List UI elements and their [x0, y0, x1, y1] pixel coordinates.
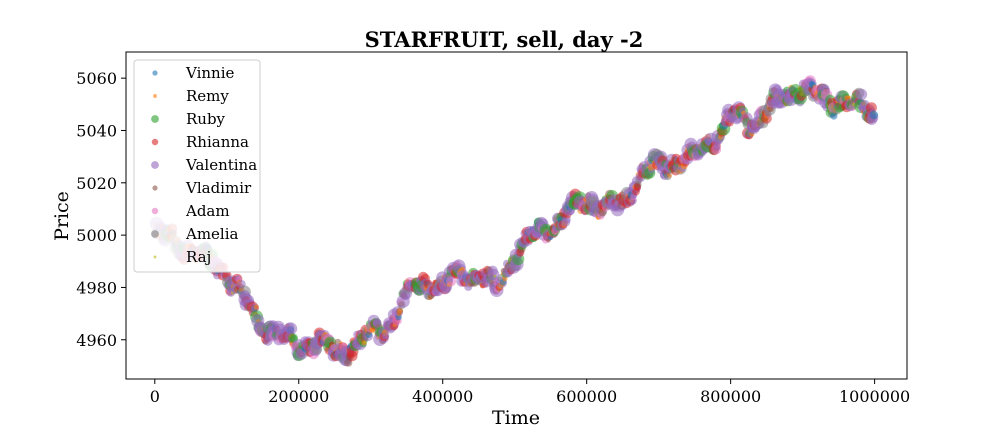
- data-point: [363, 341, 366, 344]
- legend-label: Adam: [185, 202, 230, 220]
- legend-marker: [151, 230, 159, 238]
- legend: Vinnie Remy Ruby Rhianna Valentina Vladimir Ad…: [133, 59, 261, 273]
- legend-label: Rhianna: [186, 133, 249, 151]
- legend-marker: [153, 94, 157, 98]
- data-point: [493, 274, 497, 278]
- legend-marker: [152, 185, 158, 191]
- y-tick-label: 5000: [76, 226, 117, 245]
- data-point: [253, 304, 259, 310]
- y-tick-label: 5040: [76, 121, 117, 140]
- data-point: [855, 88, 868, 101]
- plot-frame: [125, 51, 908, 380]
- x-tick-label: 400000: [412, 387, 473, 406]
- y-tick-label: 5020: [76, 174, 117, 193]
- data-point: [397, 308, 403, 314]
- legend-label: Remy: [186, 87, 229, 105]
- legend-marker: [151, 207, 159, 215]
- y-axis-label: Price: [51, 191, 73, 241]
- legend-label: Vinnie: [185, 64, 234, 82]
- y-tick-label: 5060: [76, 69, 117, 88]
- data-point: [284, 322, 298, 335]
- legend-label: Amelia: [185, 225, 239, 243]
- x-tick-label: 0: [150, 387, 160, 406]
- data-point: [667, 173, 672, 178]
- legend-label: Vladimir: [185, 179, 252, 197]
- data-point: [488, 268, 500, 281]
- x-tick-label: 1000000: [839, 387, 910, 406]
- data-point: [445, 276, 457, 287]
- y-tick-label: 4960: [76, 331, 117, 350]
- x-axis-label: Time: [492, 407, 540, 429]
- legend-marker: [153, 255, 157, 259]
- data-point: [382, 332, 390, 340]
- data-point: [713, 144, 721, 152]
- y-tick-label: 4980: [76, 278, 117, 297]
- y-axis-ticks: 4960 4980 5000 5020 5040 5060: [76, 69, 126, 350]
- x-tick-label: 200000: [268, 387, 329, 406]
- legend-box: [133, 59, 261, 273]
- legend-label: Raj: [186, 248, 211, 266]
- legend-marker: [151, 161, 159, 169]
- legend-marker: [151, 115, 159, 123]
- x-axis-ticks: 0 200000 400000 600000 800000 1000000: [150, 379, 910, 406]
- x-tick-label: 800000: [700, 387, 761, 406]
- chart-title: STARFRUIT, sell, day -2: [365, 27, 644, 52]
- legend-marker: [151, 138, 159, 146]
- x-tick-label: 600000: [556, 387, 617, 406]
- legend-marker: [152, 70, 158, 76]
- legend-label: Ruby: [186, 110, 226, 128]
- data-point: [869, 110, 879, 120]
- legend-label: Valentina: [185, 156, 257, 174]
